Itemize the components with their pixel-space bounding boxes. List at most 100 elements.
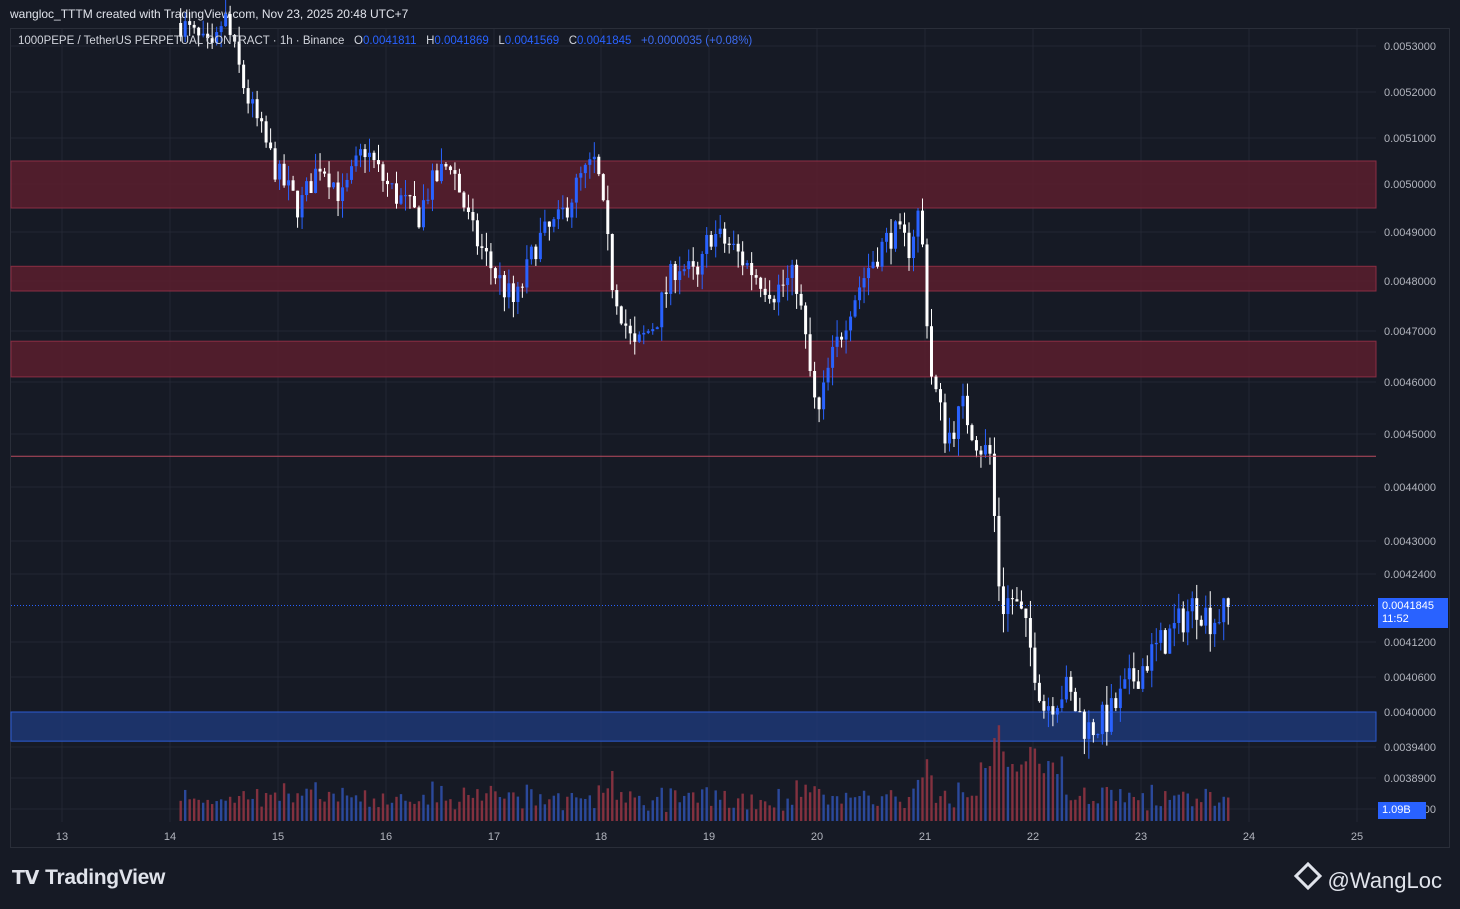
- footer: [0, 850, 1460, 909]
- volume-bar: [835, 796, 839, 821]
- volume-bar: [1110, 789, 1113, 821]
- candle-body: [867, 268, 871, 279]
- volume-bar: [880, 796, 884, 821]
- price-tick-label: 0.0049000: [1384, 227, 1436, 239]
- candle-body: [493, 268, 497, 279]
- volume-bar: [656, 796, 659, 821]
- candle-body: [1195, 598, 1199, 620]
- candle-body: [1114, 698, 1118, 709]
- candle-body: [682, 269, 686, 272]
- candle-body: [965, 395, 969, 426]
- volume-bar: [840, 803, 843, 821]
- volume-bar: [997, 725, 1001, 821]
- candle-body: [462, 192, 466, 208]
- candle-body: [768, 294, 772, 299]
- candle-body: [368, 152, 372, 158]
- time-tick-label: 18: [595, 831, 607, 843]
- volume-bar: [948, 803, 951, 821]
- volume-bar: [233, 802, 236, 821]
- candle-body: [610, 234, 614, 291]
- candle-body: [1141, 666, 1145, 689]
- candle-body: [363, 149, 367, 158]
- candle-body: [983, 445, 987, 455]
- volume-bar: [1168, 799, 1171, 821]
- last-price: 0.0041845: [1382, 600, 1434, 612]
- candle-body: [1037, 682, 1041, 702]
- candle-body: [314, 168, 318, 193]
- candle-body: [305, 181, 309, 196]
- volume-bar: [471, 797, 475, 821]
- volume-bar: [916, 779, 920, 821]
- volume-bar: [273, 792, 277, 821]
- candle-body: [341, 187, 345, 202]
- candle-body: [1096, 734, 1100, 736]
- candle-body: [664, 292, 668, 294]
- candle-body: [655, 327, 659, 330]
- candle-body: [974, 440, 978, 451]
- candle-body: [759, 277, 763, 289]
- volume-bar: [417, 801, 421, 821]
- volume-bar: [246, 799, 250, 821]
- candle-body: [849, 316, 853, 331]
- change-value: +0.0000035 (+0.08%): [641, 35, 753, 47]
- candle-body: [754, 275, 758, 278]
- volume-bar: [359, 801, 362, 821]
- volume-bar: [350, 797, 353, 821]
- candle-body: [1154, 642, 1158, 645]
- candle-body: [561, 207, 565, 210]
- candle-body: [399, 195, 403, 204]
- volume-bar: [696, 802, 699, 821]
- candle-body: [988, 445, 992, 454]
- volume-bar: [476, 789, 479, 821]
- candle-body: [394, 183, 398, 204]
- candle-body: [696, 266, 700, 275]
- bar-countdown: 11:52: [1382, 613, 1409, 625]
- volume-bar: [1114, 800, 1118, 821]
- candle-body: [1217, 622, 1221, 624]
- candle-body: [453, 170, 457, 174]
- candle-body: [332, 182, 336, 188]
- candle-body: [327, 173, 331, 188]
- volume-bar: [1033, 748, 1037, 821]
- price-tick-label: 0.0045000: [1384, 429, 1436, 441]
- volume-bar: [372, 798, 376, 821]
- candle-body: [795, 264, 799, 294]
- candle-body: [489, 251, 493, 269]
- volume-bar: [431, 781, 434, 821]
- volume-bar: [516, 796, 520, 821]
- volume-bar: [399, 794, 403, 821]
- candle-body: [844, 330, 848, 340]
- volume-bar: [638, 795, 641, 821]
- candlestick-chart[interactable]: 0.0053000 0.0052000 0.0051000 0.0050000 0.00…: [0, 0, 1460, 850]
- candle-body: [381, 164, 385, 181]
- candle-body: [992, 453, 996, 516]
- candle-body: [269, 142, 273, 149]
- volume-bar: [1006, 766, 1010, 821]
- volume-bar: [642, 805, 645, 821]
- candle-body: [201, 33, 205, 36]
- volume-bar: [772, 807, 776, 821]
- candle-body: [543, 221, 547, 233]
- price-tick-label: 0.0044000: [1384, 482, 1436, 494]
- candle-body: [439, 164, 443, 182]
- candle-body: [188, 21, 192, 25]
- candle-body: [628, 325, 632, 334]
- candle-body: [1019, 601, 1023, 609]
- candle-body: [1181, 608, 1185, 633]
- volume-bar: [651, 800, 654, 821]
- volume-bar: [1101, 787, 1104, 821]
- candle-body: [1168, 628, 1172, 654]
- volume-bar: [705, 787, 708, 821]
- candle-body: [273, 148, 277, 180]
- time-tick-label: 20: [811, 831, 823, 843]
- candle-body: [1069, 676, 1073, 692]
- time-axis[interactable]: 13 14 15 16 17 18 19 20 21 22 23 24 25: [56, 831, 1363, 843]
- volume-bar: [701, 789, 704, 821]
- volume-bar: [1015, 771, 1019, 821]
- price-axis[interactable]: 0.0053000 0.0052000 0.0051000 0.0050000 0.00…: [1384, 41, 1436, 816]
- candle-body: [669, 264, 673, 294]
- volume-bar: [799, 796, 803, 821]
- volume-bar: [768, 805, 771, 821]
- candle-body: [264, 121, 268, 143]
- candle-body: [597, 156, 601, 175]
